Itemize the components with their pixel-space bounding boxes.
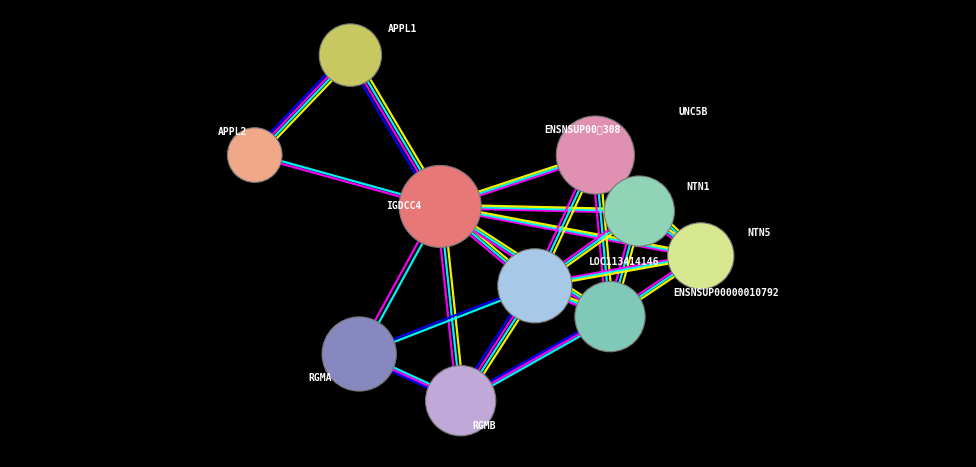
Ellipse shape bbox=[399, 165, 481, 248]
Text: NTN5: NTN5 bbox=[748, 227, 771, 238]
Ellipse shape bbox=[319, 24, 382, 86]
Text: RGMA: RGMA bbox=[308, 373, 332, 383]
Text: UNC5B: UNC5B bbox=[678, 107, 708, 117]
Text: ENSNSUP00⁠308: ENSNSUP00⁠308 bbox=[545, 124, 621, 134]
Text: LOC113414146: LOC113414146 bbox=[589, 257, 659, 268]
Text: ENSNSUP00000010792: ENSNSUP00000010792 bbox=[673, 288, 779, 298]
Ellipse shape bbox=[498, 249, 572, 323]
Text: RGMB: RGMB bbox=[472, 421, 496, 431]
Ellipse shape bbox=[227, 127, 282, 183]
Ellipse shape bbox=[575, 282, 645, 352]
Text: APPL2: APPL2 bbox=[218, 127, 247, 137]
Text: APPL1: APPL1 bbox=[387, 24, 417, 35]
Text: NTN1: NTN1 bbox=[686, 182, 710, 192]
Ellipse shape bbox=[604, 176, 674, 246]
Ellipse shape bbox=[426, 366, 496, 436]
Ellipse shape bbox=[556, 116, 634, 194]
Ellipse shape bbox=[668, 223, 734, 289]
Text: IGDCC4: IGDCC4 bbox=[386, 201, 422, 212]
Ellipse shape bbox=[322, 317, 396, 391]
